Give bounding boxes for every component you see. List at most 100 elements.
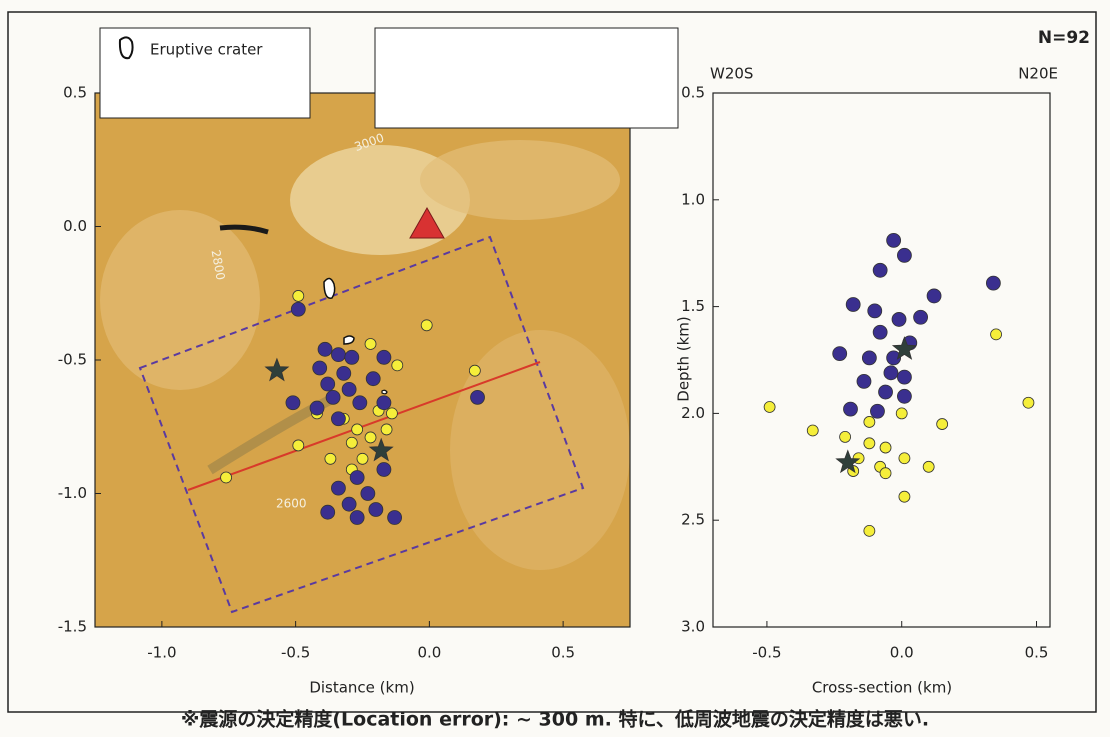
point	[469, 365, 480, 376]
point	[897, 389, 911, 403]
crater	[382, 390, 387, 394]
contour-label: 2600	[276, 497, 307, 511]
point	[873, 263, 887, 277]
point	[840, 431, 851, 442]
point	[353, 396, 367, 410]
legend: Eruptive crater	[100, 28, 678, 128]
point	[350, 470, 364, 484]
direction-label: N20E	[1018, 65, 1058, 83]
point	[879, 385, 893, 399]
y-tick-label: -1.5	[58, 618, 87, 636]
y-tick-label: 1.0	[681, 190, 705, 208]
map-patch	[420, 140, 620, 220]
point	[313, 361, 327, 375]
point	[381, 424, 392, 435]
y-tick-label: 0.5	[681, 84, 705, 102]
point	[366, 372, 380, 386]
point	[352, 424, 363, 435]
point	[923, 461, 934, 472]
point	[388, 511, 402, 525]
point	[870, 404, 884, 418]
point	[846, 297, 860, 311]
y-tick-label: -1.0	[58, 484, 87, 502]
x-tick-label: 0.5	[1025, 644, 1049, 662]
y-axis-label: Depth (km)	[675, 316, 693, 401]
point	[843, 402, 857, 416]
x-axis-label: Distance (km)	[309, 679, 414, 697]
point	[331, 481, 345, 495]
y-tick-label: 2.5	[681, 511, 705, 529]
crater-icon	[120, 37, 133, 58]
footnote: ※震源の決定精度(Location error): ~ 300 m. 特に、低周…	[181, 708, 929, 731]
point	[346, 437, 357, 448]
x-tick-label: 0.0	[890, 644, 914, 662]
point	[386, 408, 397, 419]
point	[331, 348, 345, 362]
point	[342, 382, 356, 396]
point	[326, 390, 340, 404]
point	[369, 503, 383, 517]
point	[937, 419, 948, 430]
point	[345, 350, 359, 364]
point	[857, 374, 871, 388]
point	[471, 390, 485, 404]
x-tick-label: -1.0	[147, 644, 176, 662]
point	[342, 497, 356, 511]
point	[864, 416, 875, 427]
point	[880, 442, 891, 453]
legend-box	[375, 28, 678, 128]
point	[868, 304, 882, 318]
point	[286, 396, 300, 410]
point	[421, 320, 432, 331]
point	[927, 289, 941, 303]
legend-label: Eruptive crater	[150, 41, 263, 59]
point	[873, 325, 887, 339]
point	[897, 248, 911, 262]
point	[897, 370, 911, 384]
point	[293, 440, 304, 451]
point	[357, 453, 368, 464]
point	[862, 351, 876, 365]
point	[310, 401, 324, 415]
crater	[324, 278, 335, 298]
point	[377, 462, 391, 476]
direction-label: W20S	[710, 65, 753, 83]
point	[899, 453, 910, 464]
point	[991, 329, 1002, 340]
point	[377, 350, 391, 364]
y-tick-label: 0.0	[63, 217, 87, 235]
point	[392, 360, 403, 371]
point	[365, 338, 376, 349]
x-tick-label: -0.5	[752, 644, 781, 662]
point	[986, 276, 1000, 290]
x-axis-label: Cross-section (km)	[812, 679, 952, 697]
point	[318, 342, 332, 356]
count-label: N=92	[1038, 28, 1090, 48]
y-tick-label: 2.0	[681, 404, 705, 422]
x-tick-label: 0.5	[551, 644, 575, 662]
point	[807, 425, 818, 436]
x-tick-label: 0.0	[417, 644, 441, 662]
point	[293, 290, 304, 301]
point	[1023, 397, 1034, 408]
point	[350, 511, 364, 525]
point	[892, 312, 906, 326]
point	[833, 347, 847, 361]
point	[377, 396, 391, 410]
point	[884, 366, 898, 380]
y-tick-label: 0.5	[63, 84, 87, 102]
point	[291, 302, 305, 316]
point	[880, 468, 891, 479]
point	[764, 401, 775, 412]
figure: 3000 2800 2600 -1.0-0.50.00.5-1.5-1.0-0.…	[0, 0, 1110, 737]
x-tick-label: -0.5	[281, 644, 310, 662]
point	[365, 432, 376, 443]
point	[887, 233, 901, 247]
y-tick-label: -0.5	[58, 351, 87, 369]
point	[337, 366, 351, 380]
map-patch	[100, 210, 260, 390]
point	[899, 491, 910, 502]
point	[331, 412, 345, 426]
point	[321, 505, 335, 519]
point	[325, 453, 336, 464]
